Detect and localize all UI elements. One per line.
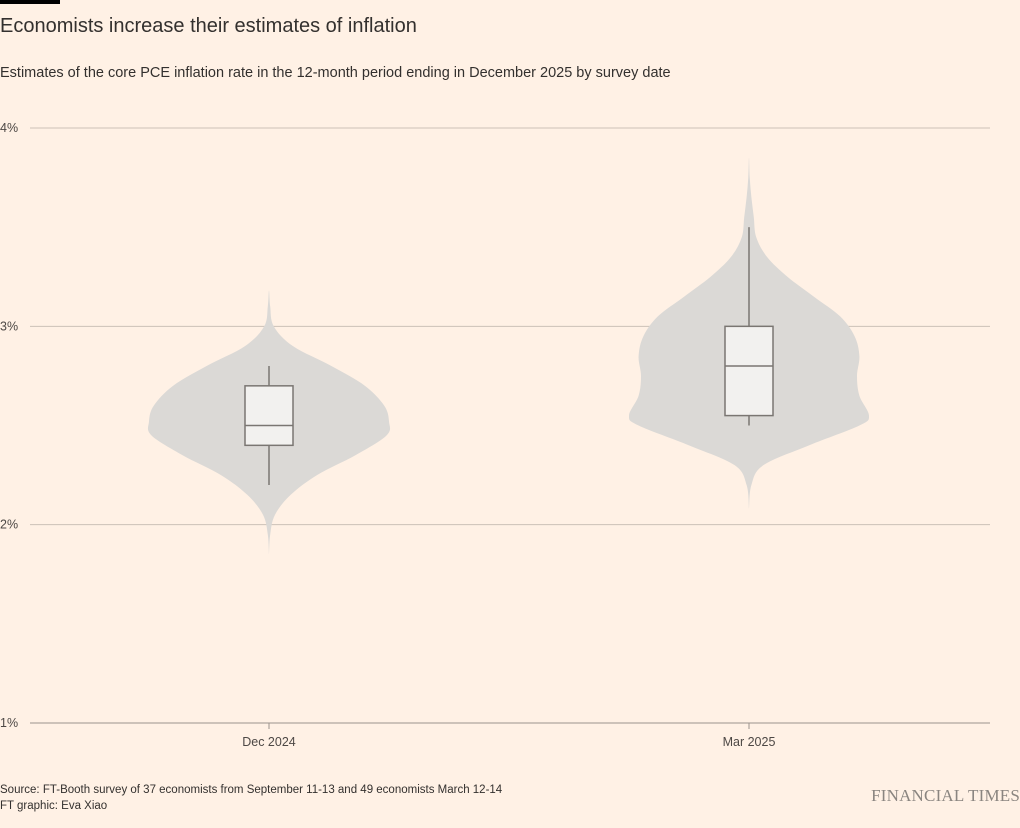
graphic-credit: FT graphic: Eva Xiao — [0, 800, 108, 812]
x-tick-label: Mar 2025 — [723, 735, 776, 749]
source-note: Source: FT-Booth survey of 37 economists… — [0, 782, 502, 814]
y-tick-label: 3% — [0, 319, 18, 333]
y-tick-label: 1% — [0, 716, 18, 730]
ft-accent-bar — [0, 0, 60, 4]
ft-logo: FINANCIAL TIMES — [871, 786, 1020, 805]
x-tick-label: Dec 2024 — [242, 735, 296, 749]
y-tick-label: 4% — [0, 121, 18, 135]
source-text: Source: FT-Booth survey of 37 economists… — [0, 784, 503, 796]
chart-subtitle: Estimates of the core PCE inflation rate… — [0, 65, 671, 81]
chart-title: Economists increase their estimates of i… — [0, 15, 417, 37]
y-tick-label: 2% — [0, 518, 18, 532]
iqr-box — [724, 325, 774, 417]
violin-chart: 1% 2% 3% 4% Dec 2024 Mar 2025 — [0, 121, 990, 749]
iqr-box — [244, 385, 294, 447]
